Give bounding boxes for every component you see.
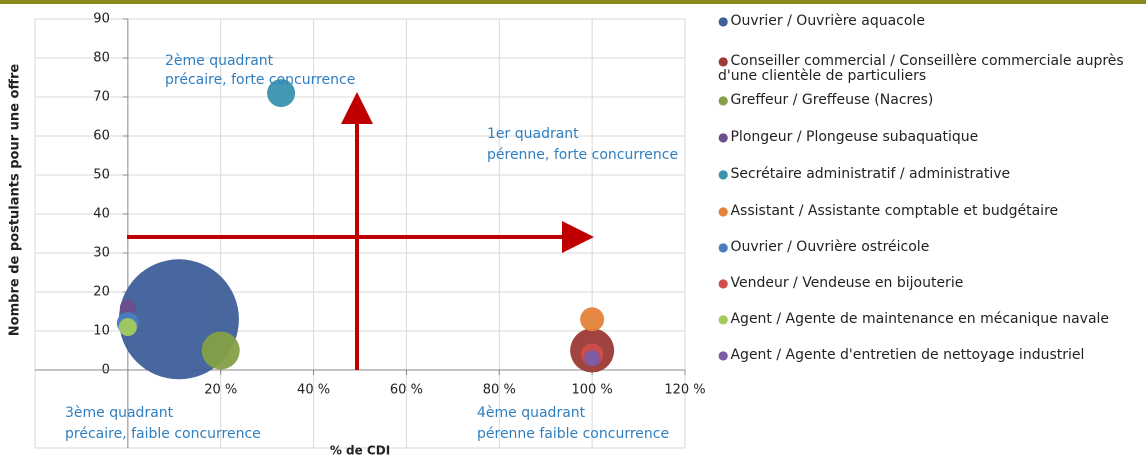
bubble xyxy=(119,299,136,316)
legend-label: Ouvrier / Ouvrière aquacole xyxy=(730,13,925,29)
arrows xyxy=(127,92,594,370)
legend-label: Assistant / Assistante comptable et budg… xyxy=(730,203,1059,219)
legend-swatch: ● xyxy=(718,204,729,218)
legend-item: ● Agent / Agente d'entretien de nettoyage… xyxy=(718,348,1138,363)
legend-swatch: ● xyxy=(718,348,729,362)
legend-swatch: ● xyxy=(718,167,729,181)
annotation: 2ème quadrant xyxy=(165,53,274,69)
legend-item: ● Plongeur / Plongeuse subaquatique xyxy=(718,130,1138,145)
y-tick-label: 80 xyxy=(93,51,110,66)
x-axis-title: % de CDI xyxy=(330,444,390,457)
legend-swatch: ● xyxy=(718,93,729,107)
legend-item: ● Agent / Agente de maintenance en mécani… xyxy=(718,312,1138,327)
y-tick-label: 30 xyxy=(93,246,110,261)
y-tick-label: 20 xyxy=(93,285,110,300)
y-tick-label: 90 xyxy=(93,12,110,27)
y-tick-label: 70 xyxy=(93,90,110,105)
x-tick-label: 20 % xyxy=(204,383,237,398)
legend-item: ● Ouvrier / Ouvrière ostréicole xyxy=(718,240,1138,255)
legend-label: Agent / Agente d'entretien de nettoyage … xyxy=(730,347,1085,363)
bubble xyxy=(584,350,601,367)
bubble xyxy=(201,331,240,370)
legend-label: Agent / Agente de maintenance en mécaniq… xyxy=(730,311,1110,327)
legend-item: ● Assistant / Assistante comptable et bud… xyxy=(718,204,1138,219)
x-tick-label: 40 % xyxy=(297,383,330,398)
x-tick-label: 100 % xyxy=(571,383,612,398)
legend-swatch: ● xyxy=(718,312,729,326)
x-tick-label: 120 % xyxy=(664,383,705,398)
annotation: précaire, faible concurrence xyxy=(65,426,261,442)
annotation: pérenne faible concurrence xyxy=(477,426,669,442)
legend-swatch: ● xyxy=(718,14,729,28)
legend-swatch: ● xyxy=(718,130,729,144)
legend-item: ● Vendeur / Vendeuse en bijouterie xyxy=(718,276,1138,291)
legend-swatch: ● xyxy=(718,54,729,68)
x-tick-label: 60 % xyxy=(390,383,423,398)
legend-label: Vendeur / Vendeuse en bijouterie xyxy=(730,275,964,291)
legend-item: ● Ouvrier / Ouvrière aquacole xyxy=(718,14,1138,29)
bubble xyxy=(267,79,296,108)
x-tick-label: 80 % xyxy=(483,383,516,398)
legend-item: ● Greffeur / Greffeuse (Nacres) xyxy=(718,93,1138,108)
legend-label: Greffeur / Greffeuse (Nacres) xyxy=(730,92,934,108)
legend-label: Ouvrier / Ouvrière ostréicole xyxy=(730,239,930,255)
legend-swatch: ● xyxy=(718,240,729,254)
legend-item: ● Conseiller commercial / Conseillère com… xyxy=(718,54,1138,84)
y-axis-title: Nombre de postulants pour une offre xyxy=(8,64,23,337)
legend-label: Secrétaire administratif / administrativ… xyxy=(730,166,1011,182)
annotation: précaire, forte concurrence xyxy=(165,72,355,88)
legend-swatch: ● xyxy=(718,276,729,290)
y-tick-label: 60 xyxy=(93,129,110,144)
y-tick-label: 10 xyxy=(93,324,110,339)
legend-item: ● Secrétaire administratif / administrati… xyxy=(718,167,1138,182)
bubble xyxy=(118,318,137,337)
top-bar xyxy=(0,0,1146,4)
bubble xyxy=(580,307,605,332)
annotation: 4ème quadrant xyxy=(477,405,586,421)
annotation: 3ème quadrant xyxy=(65,405,174,421)
annotation: 1er quadrant xyxy=(487,126,579,142)
legend-label: Conseiller commercial / Conseillère comm… xyxy=(718,53,1124,84)
y-tick-label: 50 xyxy=(93,168,110,183)
y-tick-label: 40 xyxy=(93,207,110,222)
bubbles xyxy=(116,79,615,380)
annotation: pérenne, forte concurrence xyxy=(487,147,678,163)
legend-label: Plongeur / Plongeuse subaquatique xyxy=(730,129,979,145)
